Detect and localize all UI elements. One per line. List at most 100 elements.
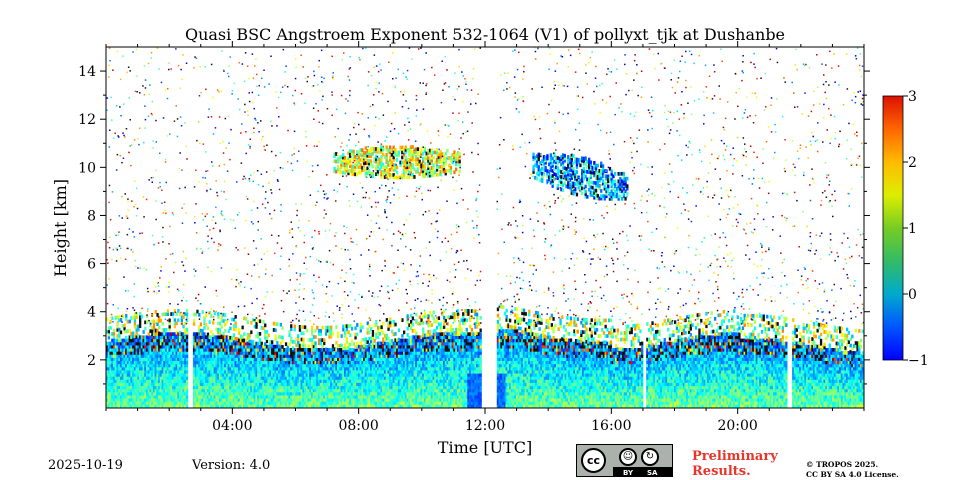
heat-cell bbox=[179, 366, 182, 371]
heat-cell bbox=[399, 376, 402, 380]
heat-cell bbox=[128, 335, 131, 340]
heat-cell bbox=[439, 335, 442, 340]
heat-cell bbox=[139, 363, 142, 368]
heat-cell bbox=[404, 388, 408, 393]
heat-cell bbox=[420, 401, 423, 405]
heat-cell bbox=[444, 360, 447, 365]
heat-cell bbox=[279, 382, 282, 387]
heat-cell bbox=[338, 363, 342, 368]
heat-cell bbox=[434, 357, 437, 361]
heat-cell bbox=[243, 348, 246, 352]
heat-cell bbox=[255, 321, 258, 326]
heat-cell bbox=[111, 360, 114, 365]
heat-cell bbox=[314, 366, 317, 371]
heat-cell bbox=[408, 376, 411, 380]
heat-cell bbox=[218, 344, 222, 349]
heat-cell bbox=[462, 376, 465, 380]
heat-cell bbox=[443, 363, 446, 368]
heat-cell bbox=[201, 329, 204, 333]
heat-cell bbox=[404, 394, 408, 399]
heat-cell bbox=[278, 394, 281, 399]
heat-cell bbox=[118, 401, 121, 405]
heat-cell bbox=[283, 379, 286, 383]
heat-cell bbox=[375, 341, 378, 346]
heat-cell bbox=[291, 366, 295, 371]
heat-cell bbox=[463, 369, 467, 374]
heat-cell bbox=[227, 329, 230, 334]
heat-cell bbox=[304, 373, 307, 377]
heat-cell bbox=[326, 391, 329, 396]
heat-cell bbox=[430, 338, 434, 343]
heat-cell bbox=[297, 391, 300, 396]
heat-cell bbox=[238, 351, 241, 355]
heat-cell bbox=[132, 354, 135, 358]
heat-cell bbox=[293, 351, 296, 355]
heat-cell bbox=[311, 404, 314, 408]
heat-cell bbox=[198, 338, 201, 343]
heat-cell bbox=[443, 379, 446, 383]
heat-cell bbox=[330, 376, 333, 380]
heat-cell bbox=[262, 326, 265, 330]
heat-cell bbox=[455, 348, 458, 352]
heat-cell bbox=[194, 369, 197, 374]
heat-cell bbox=[463, 309, 467, 313]
heat-cell bbox=[114, 357, 117, 361]
heat-cell bbox=[427, 333, 430, 337]
heat-cell bbox=[218, 391, 222, 396]
heat-cell bbox=[383, 379, 387, 383]
heat-cell bbox=[383, 391, 387, 396]
heat-cell bbox=[234, 394, 237, 399]
heat-cell bbox=[403, 366, 406, 371]
heat-cell bbox=[166, 344, 170, 349]
heat-cell bbox=[298, 373, 302, 377]
heat-cell bbox=[201, 401, 204, 405]
heat-cell bbox=[383, 398, 387, 402]
heat-cell bbox=[217, 373, 220, 377]
heat-cell bbox=[194, 385, 197, 390]
heat-cell bbox=[434, 341, 437, 346]
heat-cell bbox=[234, 351, 237, 355]
heat-cell bbox=[163, 357, 166, 361]
heat-cell bbox=[267, 354, 270, 358]
heat-cell bbox=[248, 363, 251, 368]
heat-cell bbox=[349, 354, 352, 358]
heat-cell bbox=[236, 373, 239, 377]
heat-cell bbox=[210, 373, 213, 377]
heat-cell bbox=[453, 404, 456, 408]
heat-cell bbox=[291, 385, 295, 390]
heat-cell bbox=[406, 360, 409, 365]
heat-cell bbox=[184, 351, 187, 355]
heat-cell bbox=[267, 376, 270, 380]
heat-cell bbox=[222, 376, 225, 380]
heat-cell bbox=[149, 354, 152, 358]
heat-cell bbox=[344, 394, 347, 399]
heat-cell bbox=[286, 391, 289, 396]
heat-cell bbox=[196, 391, 199, 396]
heat-cell bbox=[349, 357, 352, 361]
heat-cell bbox=[281, 373, 284, 377]
heat-cell bbox=[163, 366, 166, 371]
heat-cell bbox=[298, 391, 302, 396]
heat-cell bbox=[382, 354, 385, 358]
heat-cell bbox=[274, 357, 277, 361]
heat-cell bbox=[126, 348, 130, 352]
heat-cell bbox=[345, 376, 348, 380]
heat-cell bbox=[281, 401, 284, 405]
heat-cell bbox=[307, 394, 310, 399]
heat-cell bbox=[179, 404, 182, 408]
heat-cell bbox=[258, 360, 262, 365]
heat-cell bbox=[152, 369, 156, 374]
heat-cell bbox=[180, 373, 183, 377]
heat-cell bbox=[436, 382, 439, 387]
heat-cell bbox=[196, 376, 199, 380]
heat-cell bbox=[118, 354, 121, 358]
heat-cell bbox=[449, 388, 453, 393]
heat-cell bbox=[119, 344, 123, 349]
heat-cell bbox=[462, 357, 465, 361]
heat-cell bbox=[246, 369, 249, 374]
heat-cell bbox=[213, 344, 216, 349]
heat-cell bbox=[373, 369, 376, 374]
heat-cell bbox=[312, 391, 315, 396]
heat-cell bbox=[453, 401, 456, 405]
heat-cell bbox=[350, 348, 354, 352]
